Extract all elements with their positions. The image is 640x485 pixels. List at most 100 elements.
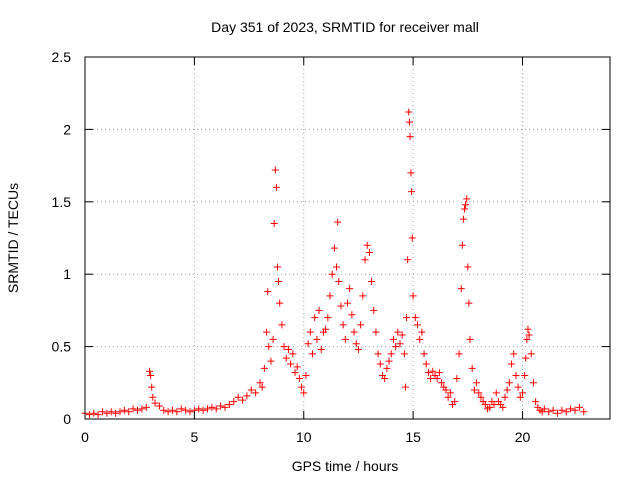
- data-point: [510, 350, 518, 358]
- data-point: [146, 367, 154, 375]
- data-point: [545, 408, 553, 416]
- data-point: [260, 364, 268, 372]
- data-point: [293, 363, 301, 371]
- data-point: [468, 364, 476, 372]
- x-tick-label: 5: [190, 429, 198, 445]
- data-point: [352, 340, 360, 348]
- data-point: [311, 314, 319, 322]
- data-point: [116, 408, 124, 416]
- data-point: [346, 285, 354, 293]
- data-point: [85, 411, 93, 419]
- data-point: [527, 350, 535, 358]
- data-point: [309, 350, 316, 358]
- data-point: [337, 302, 345, 310]
- data-point: [519, 389, 526, 397]
- data-point: [339, 321, 347, 329]
- data-point: [522, 354, 530, 362]
- data-point: [256, 379, 264, 387]
- data-point: [107, 408, 115, 416]
- data-point: [247, 386, 255, 394]
- data-point: [270, 220, 278, 228]
- x-tick-label: 15: [405, 429, 421, 445]
- data-point: [271, 166, 279, 174]
- data-point: [481, 401, 489, 409]
- data-point: [182, 406, 190, 414]
- data-point: [405, 108, 413, 116]
- data-point: [326, 292, 334, 300]
- data-point: [282, 354, 290, 362]
- data-point: [457, 285, 465, 293]
- data-point: [580, 408, 588, 416]
- data-point: [151, 399, 159, 407]
- data-point: [317, 345, 325, 353]
- data-point: [405, 118, 413, 126]
- data-point: [414, 321, 421, 329]
- data-point: [503, 386, 511, 394]
- data-point: [499, 403, 507, 411]
- data-point: [315, 306, 323, 314]
- data-point: [396, 340, 404, 348]
- data-point: [335, 277, 343, 285]
- data-point: [381, 374, 389, 382]
- data-point: [420, 350, 428, 358]
- data-point: [461, 205, 469, 213]
- data-point: [263, 328, 271, 336]
- data-point: [272, 183, 280, 191]
- data-point: [125, 408, 133, 416]
- data-point: [427, 374, 435, 382]
- y-tick-label: 1: [63, 266, 71, 282]
- data-point: [267, 357, 275, 365]
- data-point: [370, 306, 378, 314]
- data-point: [147, 372, 155, 380]
- data-point: [433, 374, 441, 382]
- data-point: [475, 389, 483, 397]
- data-point: [383, 364, 391, 372]
- data-point: [408, 188, 416, 196]
- data-point: [269, 335, 277, 343]
- data-point: [304, 340, 312, 348]
- x-tick-label: 0: [81, 429, 89, 445]
- data-point: [217, 402, 225, 410]
- data-point: [328, 270, 336, 278]
- data-point: [103, 409, 111, 417]
- x-tick-label: 10: [296, 429, 312, 445]
- data-point: [567, 405, 575, 413]
- data-point: [458, 241, 466, 249]
- data-point: [330, 244, 338, 252]
- data-point: [418, 328, 426, 336]
- data-point: [470, 386, 478, 394]
- data-point: [409, 292, 417, 300]
- data-point: [359, 292, 367, 300]
- data-point: [90, 409, 98, 417]
- data-point: [376, 360, 384, 368]
- data-point: [239, 396, 246, 404]
- data-point: [306, 328, 314, 336]
- data-point: [173, 408, 181, 416]
- data-point: [138, 405, 146, 413]
- data-point: [276, 299, 284, 307]
- data-point: [407, 169, 415, 177]
- data-point: [195, 405, 203, 413]
- data-point: [99, 408, 106, 416]
- data-point: [508, 360, 516, 368]
- data-point: [234, 393, 242, 401]
- data-point: [453, 374, 461, 382]
- data-point: [473, 379, 481, 387]
- data-point: [344, 299, 351, 307]
- data-point: [160, 406, 168, 414]
- data-point: [199, 406, 207, 414]
- data-point: [134, 406, 141, 414]
- data-point: [406, 133, 414, 141]
- y-axis-label: SRMTID / TECUs: [5, 183, 21, 293]
- data-point: [512, 372, 520, 380]
- data-point: [148, 383, 156, 391]
- data-point: [549, 406, 557, 414]
- data-point: [514, 383, 522, 391]
- data-point: [94, 411, 102, 419]
- data-point: [350, 328, 358, 336]
- data-point: [274, 263, 281, 271]
- y-tick-label: 0.5: [52, 339, 72, 355]
- data-point: [389, 335, 397, 343]
- axis-ticks: 0 0.5 1 1.5 2 2.5 0 5 10 15 20: [52, 49, 610, 445]
